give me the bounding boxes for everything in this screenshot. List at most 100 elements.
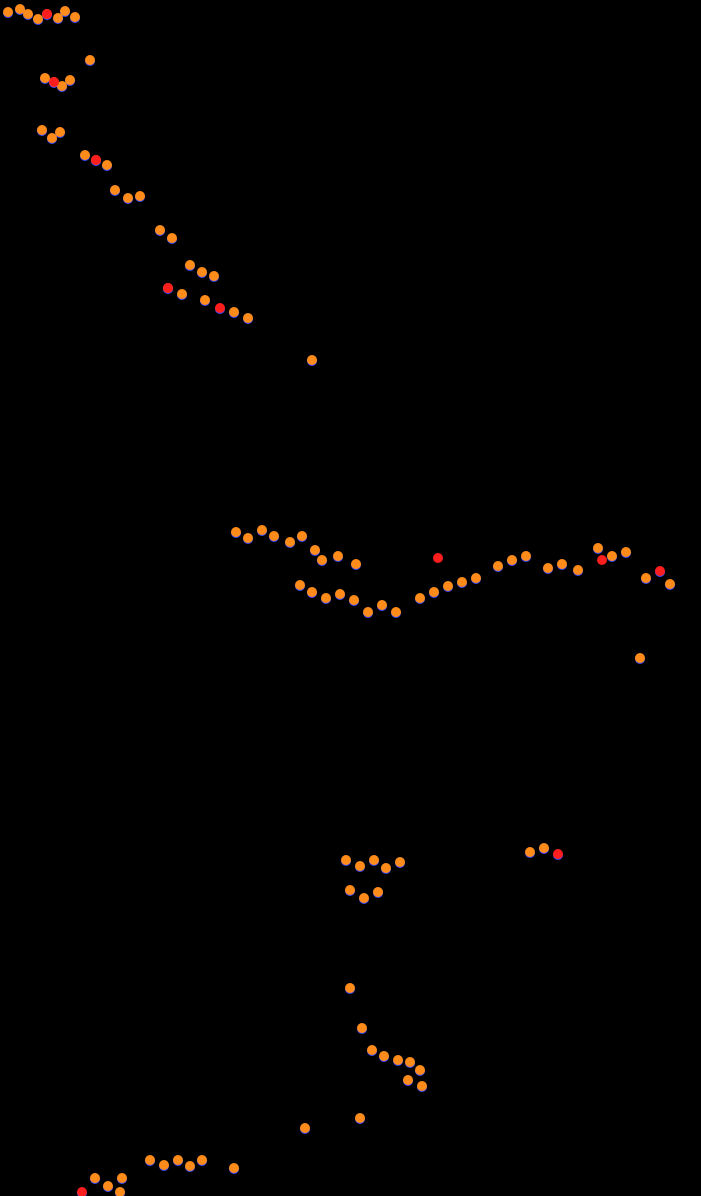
scatter-point-orange: [351, 559, 361, 569]
scatter-point-orange: [229, 1163, 239, 1173]
scatter-point-orange: [345, 983, 355, 993]
scatter-point-orange: [573, 565, 583, 575]
scatter-point-orange: [197, 1155, 207, 1165]
scatter-point-red: [42, 9, 52, 19]
scatter-point-orange: [257, 525, 267, 535]
scatter-point-orange: [135, 191, 145, 201]
scatter-point-orange: [373, 887, 383, 897]
scatter-point-red: [215, 303, 225, 313]
scatter-point-orange: [525, 847, 535, 857]
scatter-point-orange: [355, 1113, 365, 1123]
scatter-point-orange: [177, 289, 187, 299]
scatter-point-orange: [593, 543, 603, 553]
scatter-point-orange: [443, 581, 453, 591]
scatter-point-orange: [429, 587, 439, 597]
scatter-point-red: [91, 155, 101, 165]
scatter-point-orange: [155, 225, 165, 235]
scatter-point-orange: [243, 533, 253, 543]
scatter-point-orange: [197, 267, 207, 277]
scatter-point-orange: [231, 527, 241, 537]
scatter-point-orange: [37, 125, 47, 135]
scatter-point-orange: [607, 551, 617, 561]
scatter-point-orange: [341, 855, 351, 865]
scatter-point-orange: [641, 573, 651, 583]
scatter-point-orange: [65, 75, 75, 85]
scatter-point-orange: [167, 233, 177, 243]
scatter-point-orange: [415, 1065, 425, 1075]
scatter-point-orange: [185, 260, 195, 270]
scatter-point-orange: [521, 551, 531, 561]
scatter-point-orange: [471, 573, 481, 583]
scatter-point-orange: [363, 607, 373, 617]
scatter-point-orange: [457, 577, 467, 587]
scatter-point-orange: [145, 1155, 155, 1165]
scatter-point-orange: [102, 160, 112, 170]
scatter-point-orange: [333, 551, 343, 561]
scatter-point-orange: [159, 1160, 169, 1170]
scatter-point-orange: [269, 531, 279, 541]
scatter-point-orange: [391, 607, 401, 617]
scatter-point-orange: [123, 193, 133, 203]
scatter-point-orange: [117, 1173, 127, 1183]
scatter-point-orange: [200, 295, 210, 305]
scatter-point-red: [433, 553, 443, 563]
scatter-point-orange: [300, 1123, 310, 1133]
scatter-point-orange: [317, 555, 327, 565]
scatter-point-red: [49, 77, 59, 87]
scatter-point-orange: [357, 1023, 367, 1033]
scatter-point-orange: [307, 355, 317, 365]
scatter-point-orange: [417, 1081, 427, 1091]
scatter-point-orange: [209, 271, 219, 281]
scatter-plot: [0, 0, 701, 1196]
scatter-point-orange: [359, 893, 369, 903]
scatter-point-orange: [493, 561, 503, 571]
scatter-point-orange: [321, 593, 331, 603]
scatter-point-orange: [393, 1055, 403, 1065]
scatter-point-orange: [229, 307, 239, 317]
scatter-point-orange: [403, 1075, 413, 1085]
scatter-point-orange: [665, 579, 675, 589]
scatter-point-red: [163, 283, 173, 293]
scatter-point-orange: [355, 861, 365, 871]
scatter-point-orange: [55, 127, 65, 137]
scatter-point-orange: [507, 555, 517, 565]
scatter-point-red: [553, 849, 563, 859]
scatter-point-orange: [621, 547, 631, 557]
scatter-point-orange: [3, 7, 13, 17]
scatter-point-orange: [381, 863, 391, 873]
scatter-point-red: [655, 566, 665, 576]
scatter-point-orange: [377, 600, 387, 610]
scatter-point-orange: [349, 595, 359, 605]
scatter-point-orange: [23, 9, 33, 19]
scatter-point-orange: [335, 589, 345, 599]
scatter-point-orange: [285, 537, 295, 547]
scatter-point-orange: [297, 531, 307, 541]
scatter-point-orange: [295, 580, 305, 590]
scatter-point-orange: [70, 12, 80, 22]
scatter-point-orange: [415, 593, 425, 603]
scatter-point-orange: [85, 55, 95, 65]
scatter-point-orange: [543, 563, 553, 573]
scatter-point-orange: [60, 6, 70, 16]
scatter-point-red: [597, 555, 607, 565]
scatter-point-orange: [405, 1057, 415, 1067]
scatter-point-orange: [379, 1051, 389, 1061]
scatter-point-orange: [173, 1155, 183, 1165]
scatter-point-orange: [115, 1187, 125, 1196]
scatter-point-orange: [103, 1181, 113, 1191]
scatter-point-orange: [369, 855, 379, 865]
scatter-point-orange: [310, 545, 320, 555]
scatter-point-orange: [635, 653, 645, 663]
scatter-point-orange: [367, 1045, 377, 1055]
scatter-point-orange: [345, 885, 355, 895]
scatter-point-orange: [557, 559, 567, 569]
scatter-point-orange: [110, 185, 120, 195]
scatter-point-orange: [539, 843, 549, 853]
scatter-point-orange: [395, 857, 405, 867]
scatter-point-orange: [80, 150, 90, 160]
scatter-point-orange: [243, 313, 253, 323]
scatter-point-orange: [90, 1173, 100, 1183]
scatter-point-orange: [307, 587, 317, 597]
scatter-point-red: [77, 1187, 87, 1196]
scatter-point-orange: [185, 1161, 195, 1171]
